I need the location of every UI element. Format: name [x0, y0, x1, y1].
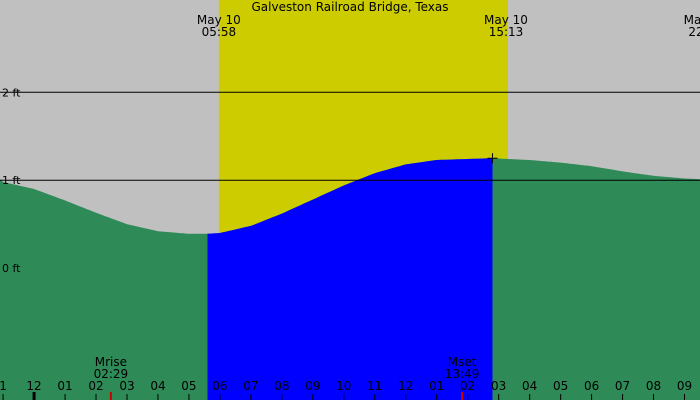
- x-tick-label: 11: [367, 379, 382, 393]
- next-sunrise-label: May22: [684, 13, 700, 39]
- y-tick-label: 1 ft: [2, 174, 21, 187]
- x-tick-label: 08: [646, 379, 661, 393]
- x-tick-label: 07: [615, 379, 630, 393]
- x-tick-label: 12: [26, 379, 41, 393]
- x-tick-label: 02: [88, 379, 103, 393]
- x-tick-label: 03: [491, 379, 506, 393]
- gridlines: [0, 91, 700, 181]
- x-tick-label: 03: [119, 379, 134, 393]
- sunrise-label: May 10 05:58: [197, 13, 241, 39]
- x-tick-label: 02: [460, 379, 475, 393]
- tide-highlight-area: [207, 158, 493, 400]
- x-tick-label: 06: [584, 379, 599, 393]
- y-tick-label: 0 ft: [2, 262, 21, 275]
- moonset-label: Mset 13:49: [445, 355, 480, 381]
- x-tick-label: 01: [57, 379, 72, 393]
- x-axis-ticks: 1 12 01 02 03 04 05 06 07 08 09 10 11 12 01 02 03 04 05 06 0…: [0, 379, 692, 400]
- high-tide-marker: [487, 153, 498, 164]
- x-tick-label: 09: [677, 379, 692, 393]
- x-tick-label: 12: [398, 379, 413, 393]
- x-tick-label: 06: [212, 379, 227, 393]
- x-tick-label: 05: [181, 379, 196, 393]
- x-tick-label: 07: [243, 379, 258, 393]
- x-tick-label: 01: [429, 379, 444, 393]
- x-tick-label: 1: [0, 379, 7, 393]
- x-tick-label: 04: [150, 379, 165, 393]
- sunset-label: May 10 15:13: [484, 13, 528, 39]
- y-tick-label: 2 ft: [2, 86, 21, 99]
- y-axis-ticks: 2 ft 1 ft 0 ft: [2, 86, 21, 275]
- moon-labels: Mrise 02:29 Mset 13:49: [94, 355, 480, 400]
- x-tick-label: 04: [522, 379, 537, 393]
- moonrise-label: Mrise 02:29: [94, 355, 129, 381]
- x-tick-label: 08: [274, 379, 289, 393]
- x-tick-label: 09: [305, 379, 320, 393]
- x-tick-label: 05: [553, 379, 568, 393]
- chart-title: Galveston Railroad Bridge, Texas: [252, 0, 449, 14]
- x-tick-label: 10: [336, 379, 351, 393]
